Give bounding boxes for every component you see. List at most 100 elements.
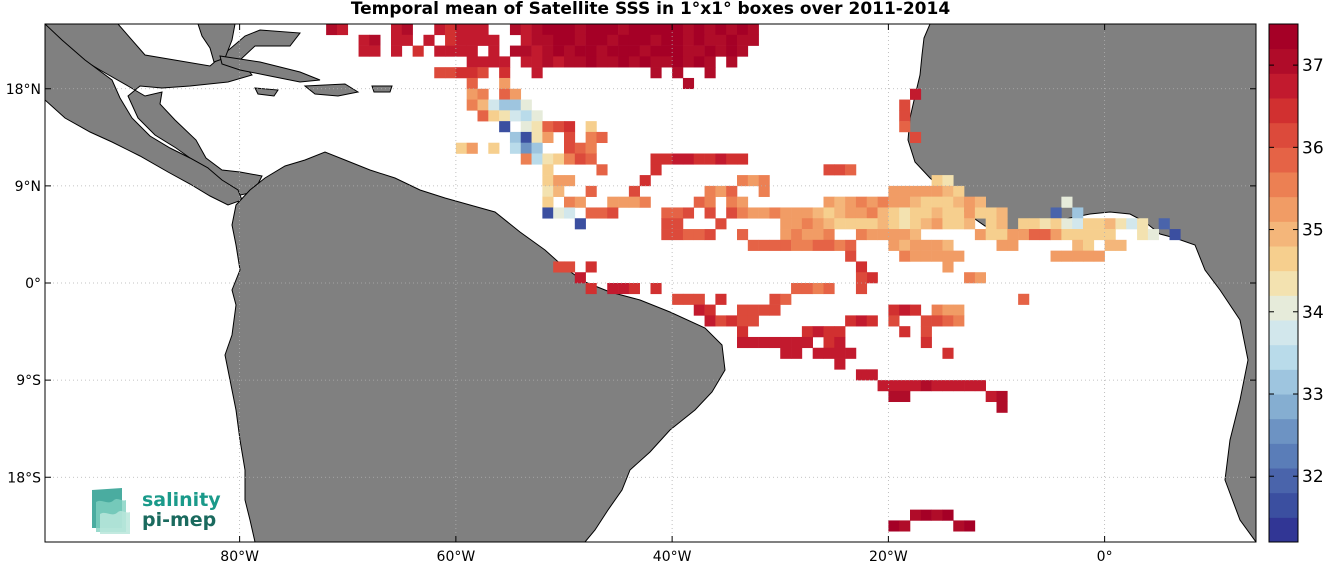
sss-cell — [672, 56, 684, 68]
sss-cell — [1083, 250, 1095, 262]
sss-cell — [737, 207, 749, 219]
sss-cells — [326, 24, 1181, 532]
sss-cell — [585, 185, 597, 197]
sss-cell — [953, 520, 965, 532]
sss-cell — [1039, 218, 1051, 230]
sss-cell — [747, 175, 759, 187]
colorbar-segment — [1269, 394, 1298, 420]
sss-cell — [812, 218, 824, 230]
lat-tick-label: 18°S — [7, 470, 41, 486]
sss-cell — [931, 304, 943, 316]
sss-cell — [920, 326, 932, 338]
lon-ticks: 80°W 60°W 40°W 20°W 0° — [220, 24, 1113, 564]
sss-cell — [661, 153, 673, 165]
colorbar-segment — [1269, 418, 1298, 444]
sss-cell — [520, 110, 532, 122]
colorbar-ticks: 32 33 34 35 36 37 — [1269, 56, 1324, 487]
sss-cell — [1050, 207, 1062, 219]
sss-cell — [726, 34, 738, 46]
lon-tick-label: 60°W — [437, 549, 476, 564]
lon-tick-label: 80°W — [220, 549, 259, 564]
sss-cell — [1072, 239, 1084, 251]
lon-tick-label: 0° — [1097, 549, 1113, 564]
sss-cell — [553, 185, 565, 197]
sss-cell — [704, 67, 716, 79]
sss-cell — [855, 218, 868, 230]
sss-cell — [964, 520, 976, 532]
sss-cell — [477, 56, 489, 68]
sss-cell — [542, 24, 554, 36]
sss-cell — [693, 24, 705, 36]
sss-cell — [737, 45, 749, 57]
sss-cell — [726, 24, 738, 36]
sss-cell — [488, 56, 500, 68]
sss-cell — [704, 315, 716, 327]
sss-cell — [618, 283, 630, 295]
sss-cell — [899, 218, 911, 230]
sss-cell — [726, 45, 738, 57]
sss-cell — [455, 24, 467, 36]
sss-cell — [704, 196, 716, 208]
sss-cell — [628, 283, 640, 295]
sss-cell — [888, 315, 900, 327]
sss-cell — [682, 153, 695, 165]
sss-cell — [726, 153, 738, 165]
sss-cell — [466, 77, 478, 90]
sss-cell — [920, 380, 932, 392]
sss-cell — [704, 24, 716, 36]
sss-cell — [780, 239, 792, 251]
sss-cell — [899, 99, 911, 111]
sss-cell — [607, 196, 619, 208]
sss-cell — [1072, 207, 1084, 219]
land-jamaica — [254, 87, 279, 97]
sss-cell — [564, 45, 576, 57]
sss-cell — [855, 369, 868, 381]
sss-cell — [596, 34, 608, 46]
sss-cell — [899, 121, 911, 133]
sss-cell — [672, 45, 684, 57]
sss-cell — [920, 207, 932, 219]
sss-cell — [942, 207, 954, 219]
sss-cell — [931, 380, 943, 392]
sss-cell — [650, 283, 662, 295]
logo-text-line2: pi-mep — [142, 509, 216, 531]
sss-cell — [1126, 218, 1138, 230]
sss-cell — [639, 56, 651, 68]
sss-cell — [618, 56, 630, 68]
sss-cell — [542, 164, 554, 176]
sss-cell — [899, 239, 911, 251]
sss-cell — [553, 121, 565, 133]
sss-cell — [585, 24, 597, 36]
sss-cell — [574, 272, 586, 284]
sss-cell — [1137, 218, 1149, 230]
sss-cell — [737, 229, 749, 241]
sss-cell — [618, 196, 630, 208]
sss-cell — [845, 347, 857, 359]
sss-cell — [942, 196, 954, 208]
sss-cell — [1093, 250, 1105, 262]
sss-cell — [423, 34, 435, 46]
sss-cell — [834, 347, 846, 359]
sss-cell — [466, 142, 478, 154]
sss-cell — [866, 272, 878, 284]
sss-cell — [834, 218, 846, 230]
sss-cell — [791, 283, 803, 295]
colorbar-segment — [1269, 98, 1298, 124]
sss-cell — [877, 207, 889, 219]
lat-ticks: 18°N 9°N 0° 9°S 18°S — [6, 82, 1256, 486]
sss-cell — [715, 153, 727, 165]
sss-cell — [542, 56, 554, 68]
sss-cell — [780, 207, 792, 219]
sss-cell — [1104, 239, 1116, 251]
sss-cell — [953, 250, 965, 262]
sss-cell — [920, 239, 932, 251]
sss-cell — [682, 24, 695, 36]
sss-cell — [899, 207, 911, 219]
sss-cell — [466, 24, 478, 36]
sss-cell — [953, 380, 965, 392]
sss-cell — [672, 34, 684, 46]
sss-cell — [996, 239, 1008, 251]
sss-cell — [661, 45, 673, 57]
sss-cell — [877, 229, 889, 241]
sss-cell — [823, 347, 835, 359]
